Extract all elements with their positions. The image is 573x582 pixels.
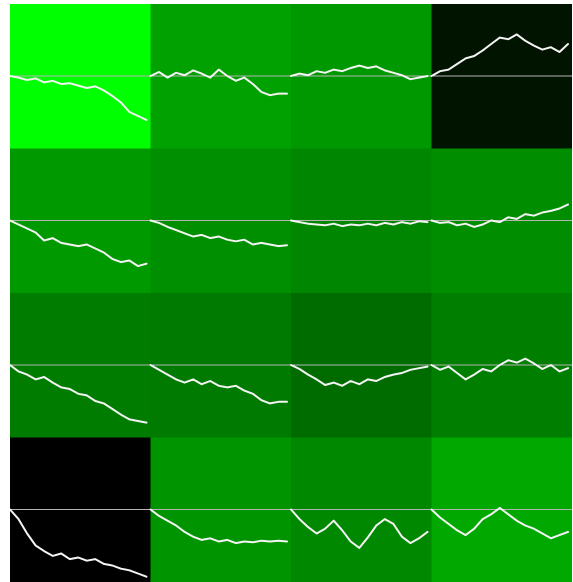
heatmap-cell-r0-c0 [10, 4, 151, 149]
heatmap-cell-r3-c2 [290, 437, 432, 582]
series-line [10, 364, 148, 424]
heatmap-cell-r2-c0 [10, 293, 151, 438]
series-line [290, 508, 429, 549]
series-line [430, 33, 569, 77]
heatmap-cell-r2-c1 [149, 293, 292, 438]
series-line [430, 203, 569, 228]
heatmap-cell-r3-c0 [10, 437, 151, 582]
series-line [149, 68, 288, 97]
series-line [149, 364, 288, 405]
heatmap-cell-r2-c2 [290, 293, 432, 438]
heatmap-cell-r3-c1 [149, 437, 292, 582]
series-line [10, 75, 148, 121]
heatmap-cells [10, 4, 572, 582]
series-line [290, 64, 429, 81]
heatmap-cell-r0-c2 [290, 4, 432, 149]
heatmap-cell-r1-c2 [290, 148, 432, 294]
series-line [149, 219, 288, 248]
heatmap-cell-r0-c1 [149, 4, 292, 149]
heatmap-cell-r1-c1 [149, 148, 292, 294]
series-line [290, 219, 429, 228]
series-line [430, 506, 569, 540]
series-line [149, 508, 288, 545]
series-line [290, 364, 429, 387]
series-line [10, 219, 148, 268]
heatmap-chart [10, 4, 572, 582]
series-line [430, 357, 569, 381]
heatmap-cell-r2-c3 [430, 293, 572, 438]
heatmap-cell-r1-c0 [10, 148, 151, 294]
series-line [10, 508, 148, 578]
heatmap-cell-r1-c3 [430, 148, 572, 294]
heatmap-cell-r3-c3 [430, 437, 572, 582]
heatmap-cell-r0-c3 [430, 4, 572, 149]
chart-canvas [10, 4, 572, 582]
